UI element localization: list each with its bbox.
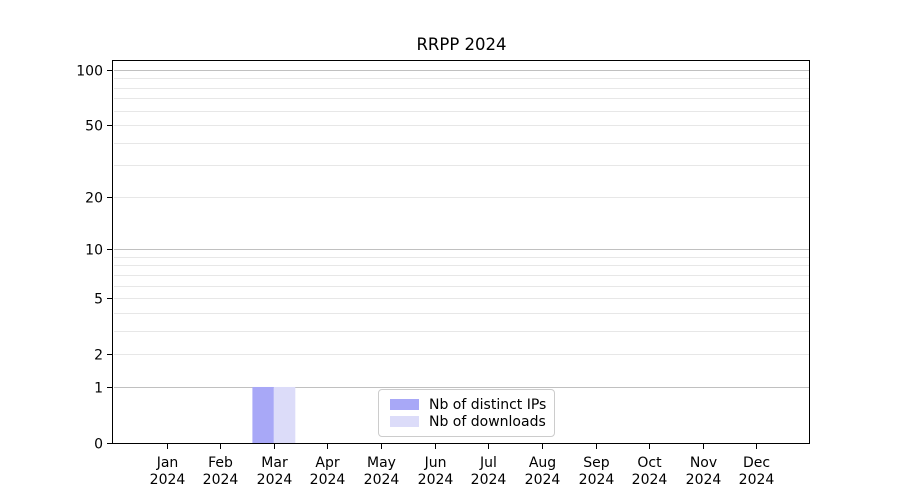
x-tick-label-month-may: May	[367, 455, 396, 471]
x-tick-label-year-apr: 2024	[310, 472, 346, 488]
y-tick-label-2: 2	[94, 348, 103, 364]
x-tick-label-year-aug: 2024	[525, 472, 561, 488]
x-tick-label-month-mar: Mar	[261, 455, 288, 471]
y-tick-label-100: 100	[76, 64, 103, 80]
x-tick-label-month-feb: Feb	[208, 455, 233, 471]
y-tick-label-0: 0	[94, 437, 103, 453]
x-tick-label-year-oct: 2024	[632, 472, 668, 488]
legend: Nb of distinct IPs Nb of downloads	[378, 389, 555, 437]
x-tick-label-year-sep: 2024	[579, 472, 615, 488]
legend-swatch-downloads	[390, 416, 419, 427]
legend-label-downloads: Nb of downloads	[429, 413, 546, 430]
legend-item-downloads: Nb of downloads	[390, 413, 546, 430]
x-tick-label-year-jun: 2024	[418, 472, 454, 488]
x-tick-label-month-dec: Dec	[743, 455, 770, 471]
y-tick-label-1: 1	[94, 381, 103, 397]
x-tick-label-month-jul: Jul	[479, 455, 497, 471]
x-tick-label-month-jan: Jan	[156, 455, 179, 471]
x-tick-label-year-mar: 2024	[257, 472, 293, 488]
legend-swatch-distinct-ips	[390, 399, 419, 410]
bar-distinct-ips-mar	[252, 386, 274, 443]
x-tick-label-month-aug: Aug	[529, 455, 556, 471]
y-tick-label-10: 10	[85, 243, 103, 259]
bar-downloads-mar	[273, 386, 296, 443]
y-tick-label-5: 5	[94, 292, 103, 308]
x-tick-label-year-jul: 2024	[471, 472, 507, 488]
x-tick-label-year-dec: 2024	[739, 472, 775, 488]
chart-title: RRPP 2024	[416, 35, 507, 54]
legend-item-distinct-ips: Nb of distinct IPs	[390, 396, 546, 413]
x-tick-label-month-oct: Oct	[637, 455, 662, 471]
x-tick-label-month-apr: Apr	[315, 455, 339, 471]
legend-label-distinct-ips: Nb of distinct IPs	[429, 396, 547, 413]
x-tick-label-year-may: 2024	[364, 472, 400, 488]
y-tick-label-20: 20	[85, 191, 103, 207]
plot-border	[112, 60, 810, 444]
x-tick-label-year-jan: 2024	[150, 472, 186, 488]
x-tick-label-year-feb: 2024	[203, 472, 239, 488]
x-tick-label-month-nov: Nov	[690, 455, 717, 471]
x-tick-label-month-jun: Jun	[424, 455, 447, 471]
x-tick-label-month-sep: Sep	[583, 455, 610, 471]
x-tick-label-year-nov: 2024	[686, 472, 722, 488]
y-tick-label-50: 50	[85, 119, 103, 135]
